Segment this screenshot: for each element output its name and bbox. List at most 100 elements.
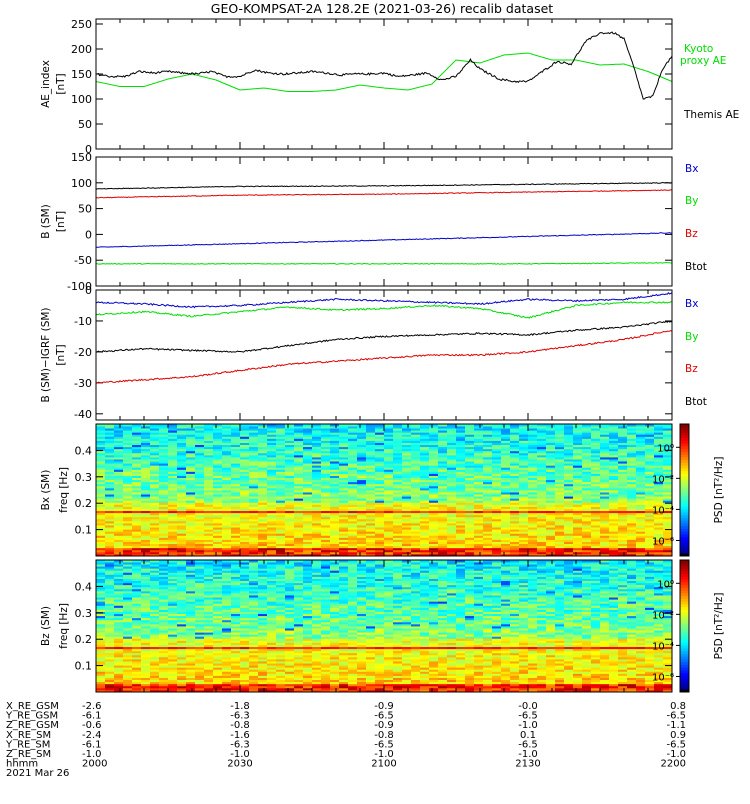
colorbar-step [680,551,689,554]
legend-2-bz: Bz [685,363,698,375]
legend-2-by: By [685,331,698,343]
colorbar-step [680,443,689,446]
colorbar-step [680,534,689,537]
plot-frame-2 [96,290,672,420]
colorbar-step [680,479,689,482]
colorbar-step [680,523,689,526]
series-line-1-bz [96,190,672,198]
legend-1-by: By [685,195,698,207]
series-line-2-bz [96,331,672,384]
colorbar-step [680,449,689,452]
colorbar-step [680,438,689,441]
colorbar-tick-label-3-2: 10⁻⁴ [652,505,674,516]
colorbar-step [680,531,689,534]
y-axis-unit-0: [nT] [55,73,67,94]
colorbar-step [680,496,689,499]
colorbar-step [680,446,689,449]
colorbar-step [680,471,689,474]
colorbar-step [680,441,689,444]
colorbar-step [680,482,689,485]
y-tick-label-0-5: 250 [71,18,92,31]
series-line-0-themis-ae [96,32,672,99]
y-axis-unit-3: freq [Hz] [58,467,70,513]
colorbar-step [680,452,689,455]
legend-1-bz: Bz [685,228,698,240]
y-axis-unit-1: [nT] [55,211,67,232]
colorbar-step [680,498,689,501]
colorbar-step [680,476,689,479]
colorbar-step [680,432,689,435]
colorbar-step [680,463,689,466]
colorbar-step [680,485,689,488]
spectrogram-cells-4 [96,560,672,692]
colorbar-step [680,509,689,512]
legend-2-btot: Btot [685,396,707,408]
colorbar-step [680,520,689,523]
colorbar-step [680,512,689,515]
colorbar-step [680,460,689,463]
legend-1-btot: Btot [685,261,707,273]
legend-themis-ae: Themis AE [683,109,739,121]
colorbar-step [680,468,689,471]
colorbar-step [680,430,689,433]
y-tick-label-1-3: 50 [78,203,92,216]
colorbar-step [680,454,689,457]
colorbar-step [680,457,689,460]
series-line-2-btot [96,321,672,352]
chart-title: GEO-KOMPSAT-2A 128.2E (2021-03-26) recal… [211,1,554,16]
colorbar-tick-label-3-1: 10⁻² [652,474,674,485]
y-tick-label-2-4: 0 [85,284,92,297]
colorbar-step [680,490,689,493]
colorbar-step [680,504,689,507]
y-tick-label-0-2: 100 [71,93,92,106]
y-tick-label-3-0: 0.1 [75,524,93,537]
y-tick-label-0-3: 150 [71,68,92,81]
colorbar-step [680,465,689,468]
colorbar-step [680,545,689,548]
colorbar-step [680,487,689,490]
y-axis-label-1: B (SM) [40,204,52,238]
legend-proxy-ae: proxy AE [680,55,726,67]
colorbar-label-3: PSD [nT²/Hz] [713,457,725,524]
colorbar-3 [680,424,689,556]
y-axis-unit-2: [nT] [55,344,67,365]
y-tick-label-3-2: 0.3 [75,471,93,484]
y-tick-label-0-4: 200 [71,43,92,56]
legend-2-bx: Bx [685,298,698,310]
colorbar-step [680,518,689,521]
colorbar-step [680,493,689,496]
y-tick-label-1-2: 0 [85,228,92,241]
y-tick-label-2-3: -10 [74,315,92,328]
colorbar-step [680,542,689,545]
y-tick-label-2-2: -20 [74,346,92,359]
colorbar-step [680,507,689,510]
plot-frame-0 [96,19,672,149]
y-tick-label-0-1: 50 [78,118,92,131]
series-line-2-by [96,302,672,319]
y-tick-label-1-1: -50 [74,254,92,267]
colorbar-step [680,474,689,477]
legend-kyoto: Kyoto [684,43,713,55]
y-axis-label-2: B (SM)−IGRF (SM) [40,307,52,402]
y-tick-label-2-1: -30 [74,377,92,390]
colorbar-step [680,529,689,532]
colorbar-step [680,548,689,551]
colorbar-tick-label-3-0: 10⁰ [657,443,674,454]
y-tick-label-3-3: 0.4 [75,444,93,457]
colorbar-step [680,540,689,543]
y-tick-label-1-4: 100 [71,177,92,190]
colorbar-step [680,427,689,430]
legend-1-bx: Bx [685,163,698,175]
series-line-1-bx [96,233,672,248]
spectrogram-cells-3 [96,424,672,556]
colorbar-tick-label-3-3: 10⁻⁶ [652,536,674,547]
series-line-1-by [96,263,672,265]
y-axis-label-0: AE_index [40,60,52,108]
plot-frame-1 [96,157,672,286]
y-tick-label-1-5: 150 [71,151,92,164]
colorbar-step [680,501,689,504]
colorbar-step [680,515,689,518]
y-tick-label-3-1: 0.2 [75,497,93,510]
